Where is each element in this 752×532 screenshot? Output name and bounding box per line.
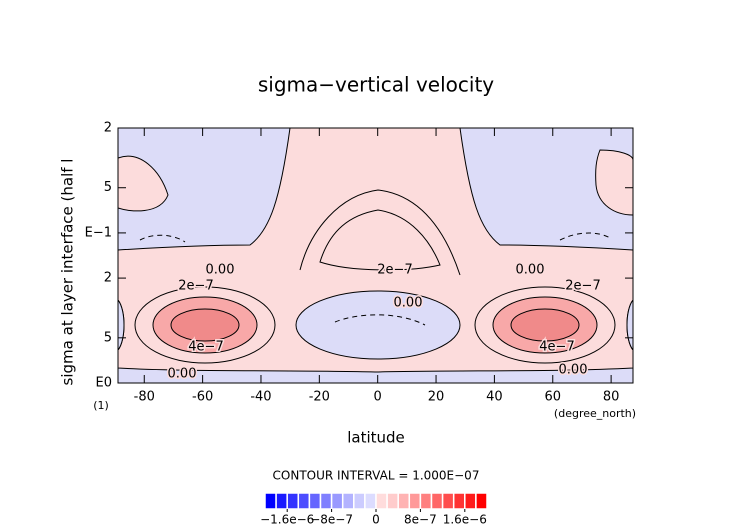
x-tick-label: 40 bbox=[486, 390, 503, 405]
contour-label: 0.00 bbox=[168, 367, 197, 382]
colorbar-box bbox=[330, 492, 344, 510]
x-tick-label: -40 bbox=[250, 390, 271, 405]
colorbar-box bbox=[441, 492, 455, 510]
x-tick-label: 0 bbox=[374, 390, 382, 405]
colorbar-box bbox=[475, 492, 488, 510]
colorbar-tick-label: −1.6e−6 bbox=[260, 513, 314, 527]
y-tick-label: 5 bbox=[104, 330, 112, 345]
plot-frame bbox=[117, 127, 634, 384]
colorbar-box bbox=[375, 492, 388, 510]
colorbar-box bbox=[264, 492, 277, 510]
colorbar-tick-label: 1.6e−6 bbox=[443, 513, 487, 527]
colorbar-box bbox=[430, 492, 444, 510]
contour-label: 4e−7 bbox=[539, 340, 574, 355]
colorbar-box bbox=[364, 492, 377, 510]
y-tick-label: E0 bbox=[96, 376, 113, 391]
colorbar-box bbox=[408, 492, 422, 510]
contour-label: 0.00 bbox=[394, 296, 423, 311]
contour-label: 0.00 bbox=[559, 363, 588, 378]
x-unit: (degree_north) bbox=[554, 407, 636, 420]
colorbar-box bbox=[319, 492, 333, 510]
colorbar-tick-label: 0 bbox=[372, 513, 380, 527]
x-axis-label: latitude bbox=[347, 429, 405, 447]
colorbar-box bbox=[297, 492, 311, 510]
x-tick-label: 60 bbox=[544, 390, 561, 405]
chart-title: sigma−vertical velocity bbox=[258, 73, 494, 97]
x-tick-label: -80 bbox=[134, 390, 155, 405]
y-tick-label: E−1 bbox=[85, 225, 112, 240]
colorbar-box bbox=[275, 492, 288, 510]
contour-label: 4e−7 bbox=[188, 340, 223, 355]
colorbar-box bbox=[386, 492, 399, 510]
colorbar-tick-label: 8e−7 bbox=[404, 513, 437, 527]
colorbar-tick-label: −8e−7 bbox=[310, 513, 353, 527]
colorbar-box bbox=[397, 492, 411, 510]
colorbar-box bbox=[419, 492, 433, 510]
contour-label: 2e−7 bbox=[377, 263, 412, 278]
colorbar-box bbox=[464, 492, 477, 510]
colorbar-box bbox=[308, 492, 322, 510]
contour-interval: CONTOUR INTERVAL = 1.000E−07 bbox=[273, 469, 480, 483]
contour-label: 2e−7 bbox=[565, 279, 600, 294]
x-tick-label: -60 bbox=[192, 390, 213, 405]
y-axis-label: sigma at layer interface (half l bbox=[59, 159, 77, 386]
colorbar-box bbox=[341, 492, 355, 510]
y-tick-label: 5 bbox=[104, 180, 112, 195]
y-unit: (1) bbox=[93, 399, 109, 412]
colorbar-box bbox=[286, 492, 300, 510]
x-tick-label: -20 bbox=[309, 390, 330, 405]
colorbar-box bbox=[452, 492, 466, 510]
y-tick-label: 2 bbox=[104, 121, 112, 136]
contour-label: 2e−7 bbox=[178, 279, 213, 294]
x-tick-label: 80 bbox=[603, 390, 620, 405]
y-tick-label: 2 bbox=[104, 271, 112, 286]
colorbar-box bbox=[353, 492, 366, 510]
contour-label: 0.00 bbox=[206, 263, 235, 278]
x-tick-label: 20 bbox=[428, 390, 445, 405]
contour-label: 0.00 bbox=[516, 263, 545, 278]
contour-field bbox=[118, 128, 633, 383]
